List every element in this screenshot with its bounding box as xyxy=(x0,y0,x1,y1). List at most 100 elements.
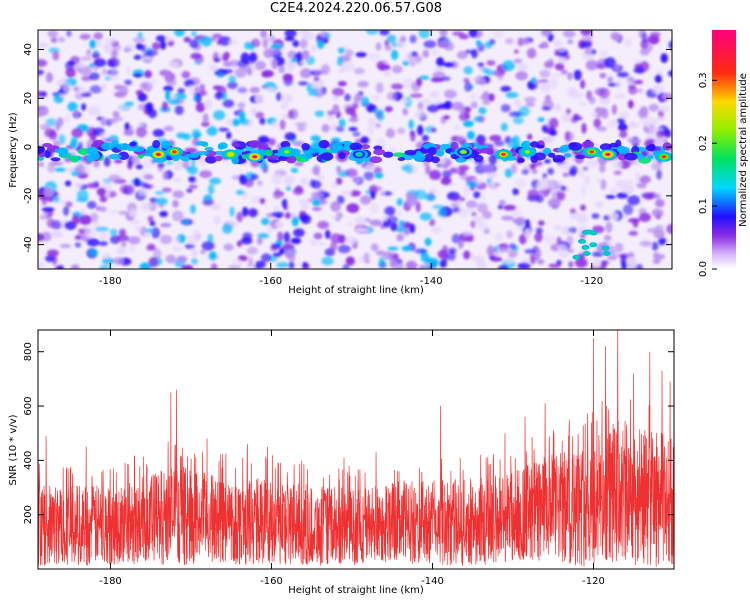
heatmap-noise-blob xyxy=(652,84,665,94)
heatmap-noise-blob xyxy=(536,179,549,191)
heatmap-y-ticks: -40 -20 0 20 40 xyxy=(23,43,672,253)
heatmap-noise-blob xyxy=(291,216,299,227)
heatmap-noise-blob xyxy=(344,93,351,102)
heatmap-noise-blob xyxy=(493,69,506,77)
heatmap-noise-blob xyxy=(311,206,322,211)
heatmap-noise-blob xyxy=(346,221,354,227)
heatmap-noise-blob xyxy=(337,81,347,87)
heatmap-noise-blob xyxy=(634,263,644,269)
heatmap-noise-blob xyxy=(475,40,482,46)
heatmap-noise-blob xyxy=(199,83,205,93)
heatmap-noise-blob xyxy=(275,221,284,229)
heatmap-noise-blob xyxy=(104,186,110,198)
heatmap-noise-blob xyxy=(212,85,222,90)
heatmap-noise-blob xyxy=(298,81,309,86)
heatmap-noise-blob xyxy=(69,140,77,149)
heatmap-noise-blob xyxy=(316,241,327,246)
heatmap-noise-blob xyxy=(634,172,641,179)
heatmap-noise-blob xyxy=(123,43,136,53)
heatmap-noise-blob xyxy=(655,199,665,208)
heatmap-noise-blob xyxy=(293,228,305,238)
heatmap-noise-blob xyxy=(188,184,198,189)
heatmap-noise-blob xyxy=(38,233,45,242)
heatmap-noise-blob xyxy=(482,99,491,105)
heatmap-noise-blob xyxy=(77,61,86,69)
heatmap-y-tick-label: 0 xyxy=(23,144,34,150)
heatmap-noise-blob xyxy=(422,98,432,106)
heatmap-noise-blob xyxy=(98,230,108,241)
heatmap-noise-blob xyxy=(618,111,631,119)
heatmap-noise-blob xyxy=(96,187,107,197)
heatmap-noise-blob xyxy=(438,39,451,49)
heatmap-noise-blob xyxy=(190,52,202,60)
heatmap-band-blob xyxy=(152,140,161,149)
heatmap-noise-blob xyxy=(441,76,451,81)
heatmap-noise-blob xyxy=(59,244,72,248)
heatmap-noise-blob xyxy=(171,210,184,222)
heatmap-noise-blob xyxy=(38,59,48,67)
heatmap-band-blob xyxy=(430,156,440,164)
heatmap-noise-blob xyxy=(622,204,634,216)
heatmap-noise-blob xyxy=(223,243,234,251)
heatmap-noise-blob xyxy=(281,198,288,209)
heatmap-noise-blob xyxy=(544,60,553,68)
heatmap-noise-blob xyxy=(109,69,119,81)
heatmap-noise-blob xyxy=(456,50,468,60)
heatmap-band-blob xyxy=(552,158,561,163)
heatmap-noise-blob xyxy=(417,124,424,136)
heatmap-noise-blob xyxy=(466,181,478,187)
heatmap-noise-blob xyxy=(246,246,258,255)
heatmap-band-blob xyxy=(373,149,386,156)
heatmap-noise-blob xyxy=(112,110,120,118)
heatmap-noise-blob xyxy=(468,30,478,38)
heatmap-noise-blob xyxy=(261,217,270,226)
heatmap-noise-blob xyxy=(554,62,565,71)
heatmap-noise-blob xyxy=(629,139,642,144)
heatmap-noise-blob xyxy=(580,204,586,211)
heatmap-noise-blob xyxy=(121,242,127,247)
heatmap-noise-blob xyxy=(416,77,423,87)
heatmap-noise-blob xyxy=(250,61,257,72)
heatmap-noise-blob xyxy=(423,40,437,49)
heatmap-noise-blob xyxy=(500,104,511,113)
heatmap-hotspot xyxy=(583,246,588,249)
heatmap-noise-blob xyxy=(113,257,125,265)
heatmap-noise-blob xyxy=(203,99,213,110)
heatmap-noise-blob xyxy=(103,156,111,167)
heatmap-noise-blob xyxy=(402,108,409,116)
heatmap-noise-blob xyxy=(493,251,503,257)
heatmap-noise-blob xyxy=(418,75,430,80)
heatmap-noise-blob xyxy=(216,39,222,45)
heatmap-band-blob xyxy=(392,152,406,157)
heatmap-noise-blob xyxy=(447,250,456,261)
heatmap-noise-blob xyxy=(128,244,136,252)
heatmap-noise-blob xyxy=(352,176,360,183)
heatmap-noise-blob xyxy=(560,69,568,75)
heatmap-noise-blob xyxy=(319,31,329,38)
heatmap-noise-blob xyxy=(627,99,634,109)
heatmap-noise-blob xyxy=(38,261,45,268)
heatmap-band-blob xyxy=(301,143,311,151)
heatmap-noise-blob xyxy=(345,236,357,244)
heatmap-noise-blob xyxy=(470,92,478,101)
heatmap-noise-blob xyxy=(74,182,83,188)
heatmap-band-blob xyxy=(427,146,437,156)
heatmap-hotspot xyxy=(460,150,466,154)
heatmap-noise-blob xyxy=(548,117,559,129)
heatmap-noise-blob xyxy=(526,47,537,59)
heatmap-noise-blob xyxy=(432,204,444,209)
heatmap-noise-blob xyxy=(237,85,248,96)
heatmap-noise-blob xyxy=(668,40,672,50)
heatmap-noise-blob xyxy=(568,227,578,234)
heatmap-noise-blob xyxy=(195,102,206,113)
heatmap-noise-blob xyxy=(90,212,99,223)
heatmap-noise-blob xyxy=(464,81,472,93)
heatmap-hotspot xyxy=(171,150,177,154)
heatmap-noise-blob xyxy=(270,43,283,50)
heatmap-noise-blob xyxy=(271,211,284,218)
heatmap-noise-blob xyxy=(619,130,628,138)
heatmap-noise-blob xyxy=(310,239,317,246)
heatmap-noise-blob xyxy=(439,259,447,268)
heatmap-noise-blob xyxy=(108,209,119,214)
heatmap-noise-blob xyxy=(151,42,161,50)
